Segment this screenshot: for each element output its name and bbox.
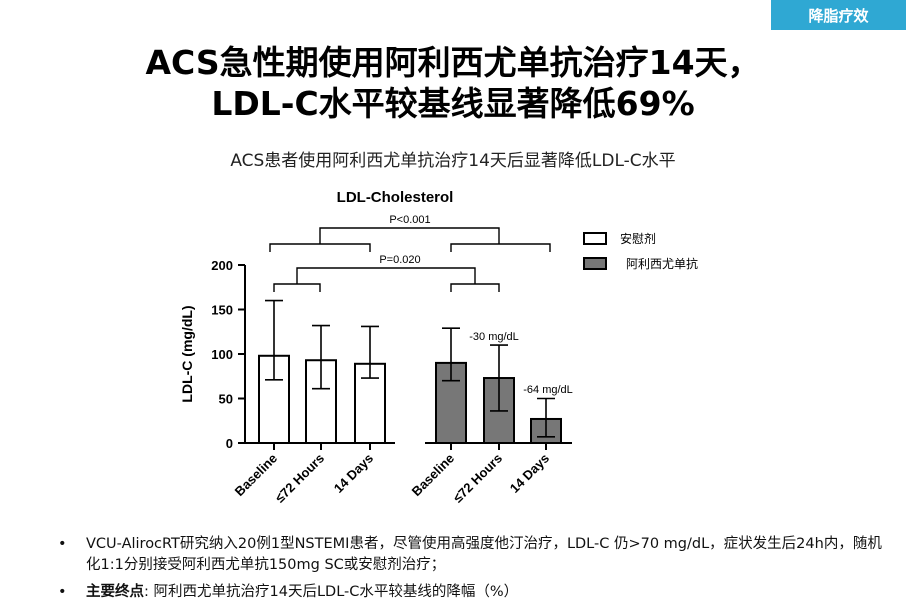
bullet-body: : 阿利西尤单抗治疗14天后LDL-C水平较基线的降幅（%）	[144, 584, 519, 600]
bracket-placebo-outer	[269, 243, 371, 252]
annotation-64: -64 mg/dL	[523, 384, 573, 396]
p-value-2: P=0.020	[379, 254, 420, 266]
ldl-bar-chart: LDL-Cholesterol 0 50 100 150 200 LDL-C (mg/dL)…	[179, 189, 698, 506]
x-tick-label: Baseline	[232, 451, 280, 499]
y-tick-label: 50	[219, 392, 233, 407]
bullet-dot: •	[58, 584, 67, 600]
bracket-pvalue-2	[296, 267, 476, 284]
bullet-item: • 主要终点: 阿利西尤单抗治疗14天后LDL-C水平较基线的降幅（%）	[58, 582, 888, 603]
x-tick-label: 14 Days	[507, 451, 552, 496]
chart-title: LDL-Cholesterol	[337, 189, 454, 206]
page-title: ACS急性期使用阿利西尤单抗治疗14天， LDL-C水平较基线显著降低69%	[60, 42, 846, 124]
y-tick-label: 100	[211, 347, 233, 362]
bullet-list: • VCU-AlirocRT研究纳入20例1型NSTEMI患者，尽管使用高强度他…	[58, 534, 888, 609]
p-value-1: P<0.001	[389, 214, 430, 226]
legend-swatch	[583, 257, 607, 270]
bullet-bold-label: 主要终点	[86, 584, 144, 600]
bullet-dot: •	[58, 536, 67, 552]
x-tick-label: Baseline	[409, 451, 457, 499]
y-tick-label: 200	[211, 258, 233, 273]
page-subtitle: ACS患者使用阿利西尤单抗治疗14天后显著降低LDL-C水平	[230, 151, 676, 171]
legend-label: 阿利西尤单抗	[626, 256, 698, 271]
y-tick-label: 0	[226, 436, 233, 451]
x-tick-label: ≤72 Hours	[272, 451, 327, 506]
bullet-text-1: VCU-AlirocRT研究纳入20例1型NSTEMI患者，尽管使用高强度他汀治…	[86, 536, 882, 573]
title-line-2: LDL-C水平较基线显著降低69%	[211, 84, 695, 123]
y-axis-label: LDL-C (mg/dL)	[179, 305, 195, 402]
x-tick-label: ≤72 Hours	[450, 451, 505, 506]
title-line-1: ACS急性期使用阿利西尤单抗治疗14天，	[145, 43, 761, 82]
bracket-placebo-inner	[273, 283, 321, 292]
bracket-pvalue-1	[319, 227, 500, 244]
section-tag: 降脂疗效	[771, 0, 906, 30]
annotation-30: -30 mg/dL	[469, 331, 519, 343]
bullet-item: • VCU-AlirocRT研究纳入20例1型NSTEMI患者，尽管使用高强度他…	[58, 534, 888, 576]
bullet-text-2: 主要终点: 阿利西尤单抗治疗14天后LDL-C水平较基线的降幅（%）	[86, 582, 888, 603]
x-tick-label: 14 Days	[331, 451, 376, 496]
bracket-aliro-inner	[450, 283, 500, 292]
legend-swatch	[583, 232, 607, 245]
y-tick-label: 150	[211, 303, 233, 318]
legend-label: 安慰剂	[620, 231, 656, 246]
bracket-aliro-outer	[450, 243, 551, 252]
